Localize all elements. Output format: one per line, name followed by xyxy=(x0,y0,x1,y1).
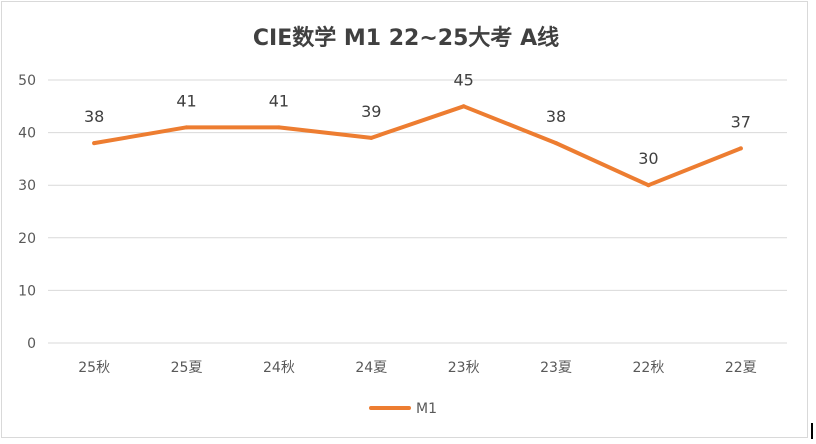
gridlines xyxy=(48,79,787,344)
chart-title: CIE数学 M1 22~25大考 A线 xyxy=(253,25,559,51)
y-tick-label: 50 xyxy=(18,73,36,89)
data-label: 38 xyxy=(546,107,566,126)
x-axis-ticks: 25秋 25夏 24秋 24夏 23秋 23夏 22秋 22夏 xyxy=(78,360,756,376)
y-tick-label: 30 xyxy=(18,178,36,194)
data-label: 45 xyxy=(454,70,474,89)
data-point xyxy=(554,141,559,146)
x-tick-label: 23秋 xyxy=(448,360,480,376)
x-tick-label: 25夏 xyxy=(171,360,203,376)
x-tick-label: 24秋 xyxy=(263,360,295,376)
data-point xyxy=(184,125,189,130)
x-tick-label: 24夏 xyxy=(355,360,387,376)
y-tick-label: 10 xyxy=(18,283,36,299)
data-point xyxy=(461,104,466,109)
x-tick-label: 22秋 xyxy=(633,360,665,376)
series-line xyxy=(92,104,743,188)
y-tick-label: 20 xyxy=(18,231,36,247)
data-point xyxy=(276,125,281,130)
data-label: 30 xyxy=(638,149,658,168)
data-label: 38 xyxy=(84,107,104,126)
data-label: 41 xyxy=(269,91,289,110)
data-point xyxy=(738,146,743,151)
chart-area xyxy=(1,1,808,438)
legend-label-m1: M1 xyxy=(416,401,437,417)
x-tick-label: 22夏 xyxy=(725,360,757,376)
x-tick-label: 25秋 xyxy=(78,360,110,376)
data-label: 41 xyxy=(176,91,196,110)
data-point xyxy=(646,183,651,188)
edge-mark xyxy=(811,423,813,439)
y-tick-label: 0 xyxy=(27,336,36,352)
data-label: 39 xyxy=(361,102,381,121)
data-label: 37 xyxy=(731,112,751,131)
data-labels: 38 41 41 39 45 38 30 37 xyxy=(84,70,751,168)
series-m1 xyxy=(92,104,743,188)
data-point xyxy=(92,141,97,146)
y-tick-label: 40 xyxy=(18,126,36,142)
x-tick-label: 23夏 xyxy=(540,360,572,376)
data-point xyxy=(369,135,374,140)
legend[interactable]: M1 xyxy=(369,401,437,417)
y-axis-ticks: 0 10 20 30 40 50 xyxy=(18,73,36,352)
